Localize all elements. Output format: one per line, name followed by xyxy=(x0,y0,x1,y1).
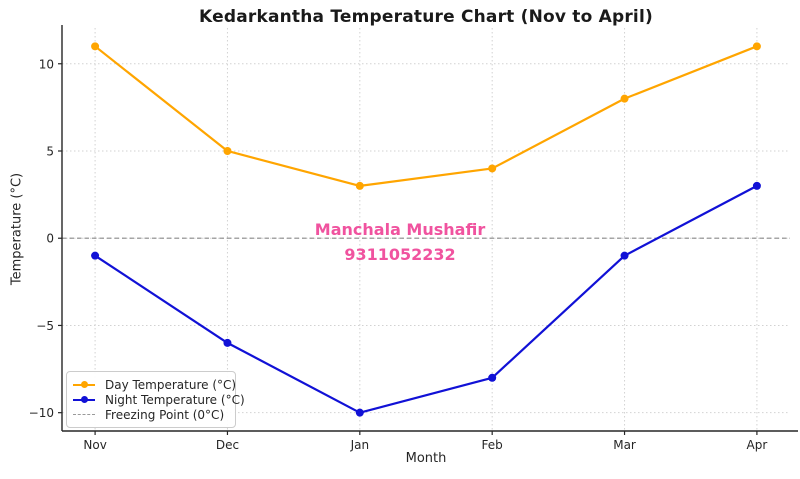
x-tick-label: Jan xyxy=(350,438,370,452)
day-line-swatch-icon xyxy=(73,380,95,389)
data-point xyxy=(752,181,761,190)
night-temperature-line xyxy=(91,181,761,417)
data-point xyxy=(223,338,232,347)
y-tick-label: 5 xyxy=(46,144,54,158)
freezing-line-swatch-icon xyxy=(73,414,95,415)
data-point xyxy=(91,42,100,51)
data-point xyxy=(488,373,497,382)
x-ticks: Nov Dec Jan Feb Mar Apr xyxy=(83,431,767,452)
data-point xyxy=(355,181,364,190)
data-point xyxy=(620,251,629,260)
legend-label-day: Day Temperature (°C) xyxy=(105,377,237,392)
legend-item-day: Day Temperature (°C) xyxy=(73,377,236,392)
legend-item-freezing: Freezing Point (0°C) xyxy=(73,407,229,422)
legend-item-night: Night Temperature (°C) xyxy=(73,392,245,407)
y-ticks: −10 −5 0 5 10 xyxy=(29,57,62,420)
data-point xyxy=(91,251,100,260)
legend-label-freezing: Freezing Point (0°C) xyxy=(105,407,225,422)
data-point xyxy=(223,146,232,155)
data-point xyxy=(752,42,761,51)
legend-label-night: Night Temperature (°C) xyxy=(105,392,245,407)
legend: Day Temperature (°C) Night Temperature (… xyxy=(66,371,245,428)
data-point xyxy=(620,94,629,103)
y-tick-label: −5 xyxy=(36,319,54,333)
x-tick-label: Apr xyxy=(747,438,768,452)
y-tick-label: 10 xyxy=(39,57,54,71)
x-tick-label: Dec xyxy=(216,438,239,452)
y-tick-label: −10 xyxy=(29,406,54,420)
x-axis-label: Month xyxy=(405,451,447,466)
data-point xyxy=(488,164,497,173)
chart-title: Kedarkantha Temperature Chart (Nov to Ap… xyxy=(199,7,653,27)
y-axis-label: Temperature (°C) xyxy=(9,172,25,286)
x-tick-label: Mar xyxy=(613,438,636,452)
y-tick-label: 0 xyxy=(46,232,54,246)
day-temperature-line xyxy=(91,42,761,190)
x-tick-label: Nov xyxy=(83,438,106,452)
night-line-swatch-icon xyxy=(73,395,95,404)
x-tick-label: Feb xyxy=(482,438,503,452)
data-point xyxy=(355,408,364,417)
